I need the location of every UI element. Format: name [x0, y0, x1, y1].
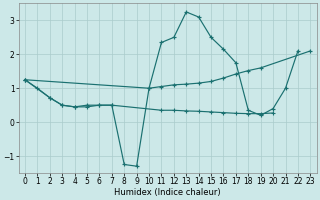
X-axis label: Humidex (Indice chaleur): Humidex (Indice chaleur)	[114, 188, 221, 197]
